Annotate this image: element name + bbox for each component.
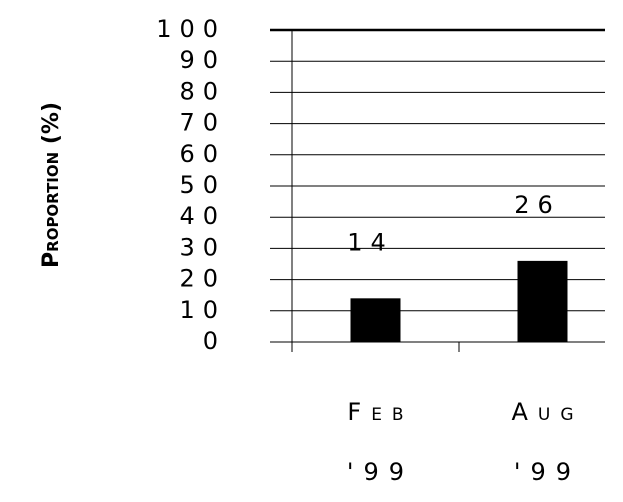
y-tick-label: 80 [179,77,226,105]
y-tick-label: 20 [179,265,226,293]
y-tick-label: 10 [179,296,226,324]
value-label: 26 [514,191,561,219]
y-tick-label: 100 [156,15,226,43]
bar [350,298,401,342]
y-tick-label: 40 [179,202,226,230]
y-tick-label: 90 [179,46,226,74]
y-tick-label: 30 [179,233,226,261]
y-tick-label: 50 [179,171,226,199]
y-tick-label: 60 [179,140,226,168]
y-axis-title: Proportion (%) [39,102,64,268]
x-tick-label: Aug '99 [511,398,584,486]
y-tick-label: 0 [203,327,226,355]
x-tick-label: Feb '99 [346,398,415,486]
page: {"chart_data": {"type": "bar", "y_label"… [39,15,605,486]
bar [517,260,568,342]
chart: Proportion (%) 0 10 20 30 40 50 60 70 80 90 100 14 2… [39,15,605,355]
value-label: 14 [347,228,394,256]
y-tick-label: 70 [179,109,226,137]
